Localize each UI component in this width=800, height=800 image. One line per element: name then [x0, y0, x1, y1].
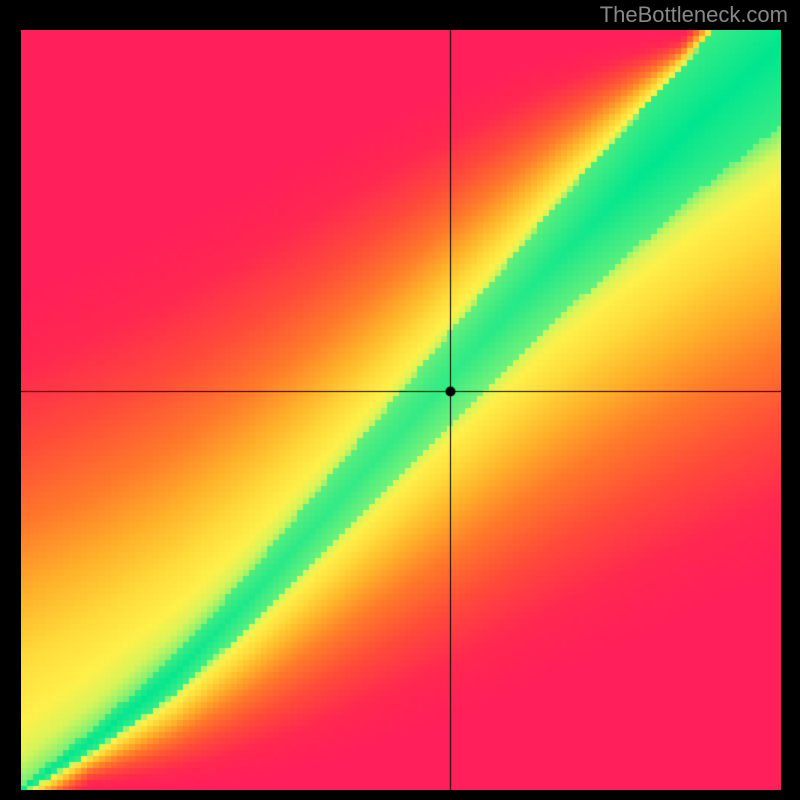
watermark-label: TheBottleneck.com: [600, 2, 788, 28]
chart-container: TheBottleneck.com: [0, 0, 800, 800]
bottleneck-heatmap: [21, 30, 781, 790]
